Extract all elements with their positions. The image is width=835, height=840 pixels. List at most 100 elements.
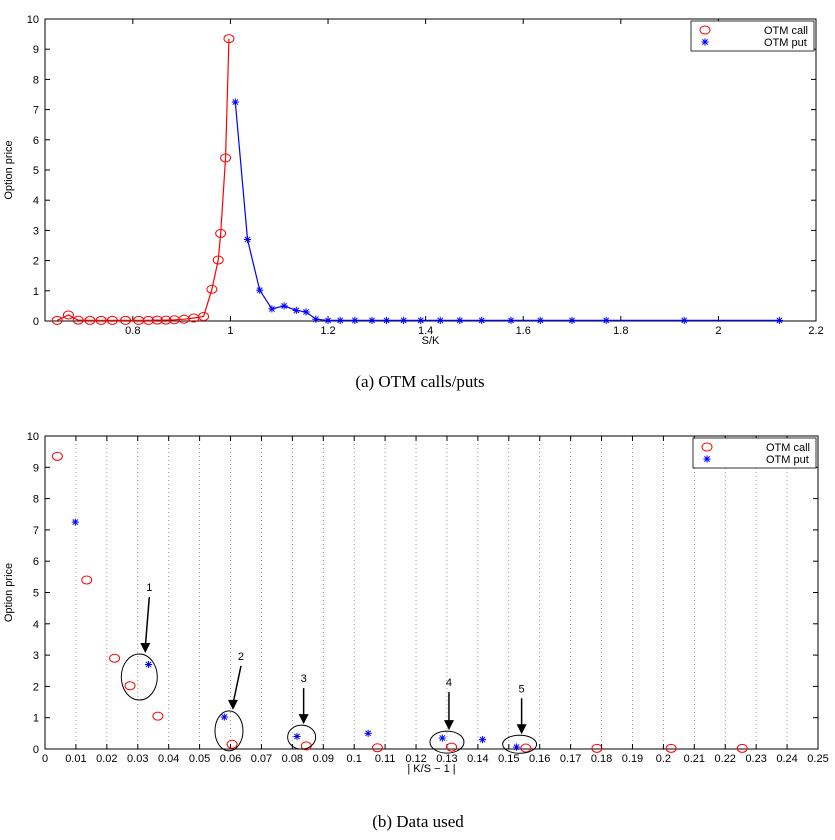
data-point	[109, 653, 121, 663]
data-point	[51, 315, 63, 325]
annotation-arrowhead	[140, 643, 151, 654]
x-tick-label: 1.4	[418, 325, 433, 337]
x-tick-label: 0.09	[313, 753, 334, 765]
data-point	[382, 316, 391, 324]
data-point	[84, 315, 96, 325]
data-point	[280, 302, 288, 310]
legend-box	[690, 20, 815, 52]
data-point	[198, 311, 210, 321]
annotation-ellipse	[120, 653, 158, 701]
annotation-arrowhead	[516, 724, 527, 735]
data-point	[364, 729, 372, 737]
x-tick-label: 0.18	[591, 753, 612, 765]
annotation-label: 3	[301, 673, 307, 685]
legend-box	[692, 437, 817, 469]
legend-marker	[703, 455, 711, 463]
x-tick-label: 0.15	[498, 753, 519, 765]
x-tick-label: 0.07	[251, 753, 272, 765]
data-point	[268, 305, 276, 313]
series-line	[234, 101, 780, 321]
data-point	[256, 286, 264, 294]
x-tick-label: 0.01	[65, 753, 86, 765]
legend-label: OTM call	[766, 442, 810, 454]
data-point	[243, 235, 252, 244]
y-tick-label: 3	[33, 650, 39, 662]
chart-b: 0 0.01 0.02 0.03 0.04 0.05 0.06 0.07 0.08 0.09 0.1…	[3, 431, 829, 775]
annotation-label: 5	[519, 683, 525, 695]
x-tick-label: 0.14	[467, 753, 488, 765]
data-point	[72, 315, 84, 325]
annotation-label: 4	[446, 677, 452, 689]
data-point	[81, 575, 93, 585]
data-point	[220, 713, 228, 721]
data-point	[106, 315, 118, 325]
annotation-arrow	[232, 665, 242, 705]
x-tick-label: 0.1	[347, 753, 362, 765]
x-tick-label: 1	[227, 325, 233, 337]
x-tick-label: 0.22	[715, 753, 736, 765]
y-tick-label: 10	[27, 431, 39, 443]
x-tick-label: 0.24	[776, 753, 797, 765]
x-tick-label: 0.11	[375, 753, 396, 765]
data-point	[292, 306, 300, 315]
x-tick-label: 1.6	[516, 325, 531, 337]
y-tick-label: 10	[27, 14, 39, 26]
data-point	[124, 681, 136, 691]
x-tick-label: 1.2	[320, 325, 335, 337]
data-point	[417, 316, 425, 324]
data-point	[591, 743, 603, 753]
data-point	[680, 316, 688, 324]
x-tick-label: 0.16	[529, 753, 550, 765]
data-point	[336, 316, 344, 324]
y-axis-label: Option price	[3, 140, 15, 199]
x-axis-label: | K/S − 1 |	[407, 763, 455, 775]
data-point	[775, 316, 784, 324]
x-tick-label: 0.08	[282, 753, 303, 765]
y-tick-label: 6	[33, 556, 39, 568]
data-point	[144, 660, 153, 669]
x-tick-label: 0.8	[125, 325, 140, 337]
data-point	[95, 315, 107, 325]
data-point	[142, 315, 154, 325]
y-tick-label: 0	[33, 316, 39, 328]
x-tick-label: 0.05	[189, 753, 210, 765]
x-tick-label: 0.19	[622, 753, 643, 765]
plot-frame	[44, 18, 817, 322]
annotation-ellipse	[502, 734, 538, 754]
legend-label: OTM call	[764, 25, 808, 37]
data-point	[152, 711, 164, 721]
y-tick-label: 5	[33, 165, 39, 177]
x-tick-label: 1.8	[613, 325, 628, 337]
x-tick-label: 2	[715, 325, 721, 337]
data-point	[478, 736, 487, 744]
legend-label: OTM put	[766, 454, 809, 466]
y-tick-label: 7	[33, 525, 39, 537]
x-tick-label: 0.04	[158, 753, 179, 765]
y-tick-label: 3	[33, 225, 39, 237]
caption-a: (a) OTM calls/puts	[355, 372, 484, 391]
data-point	[400, 316, 408, 324]
data-point	[665, 743, 677, 753]
data-point	[371, 743, 383, 753]
annotation-arrowhead	[227, 699, 238, 710]
data-point	[456, 316, 464, 324]
data-point	[436, 316, 444, 324]
data-point	[223, 34, 235, 44]
y-axis-label: Option price	[3, 563, 15, 622]
annotation-label: 1	[146, 582, 152, 594]
x-tick-label: 0.03	[127, 753, 148, 765]
data-point	[120, 315, 132, 325]
data-point	[438, 734, 446, 742]
data-point	[220, 153, 232, 163]
legend-marker	[699, 25, 711, 35]
legend-marker	[701, 38, 709, 46]
legend-label: OTM put	[764, 37, 807, 49]
data-point	[212, 255, 224, 265]
y-tick-label: 1	[33, 713, 39, 725]
y-tick-label: 8	[33, 74, 39, 86]
data-point	[520, 743, 532, 753]
data-point	[231, 98, 239, 106]
annotation-arrowhead	[443, 720, 454, 731]
data-point	[151, 315, 163, 325]
